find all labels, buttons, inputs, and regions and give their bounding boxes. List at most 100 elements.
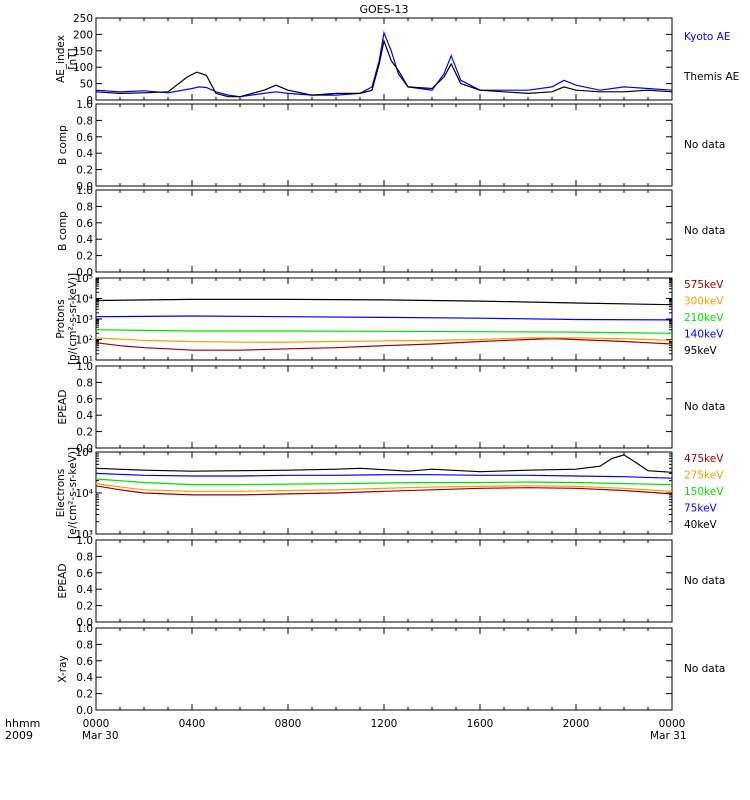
plot-title: GOES-13 xyxy=(359,3,408,16)
y-tick-label: 10² xyxy=(75,335,93,347)
series-line-475kev xyxy=(95,485,673,496)
y-tick-label: 10⁴ xyxy=(75,488,93,500)
panel-frame xyxy=(95,103,673,187)
panel-5: 0.0 0.2 0.4 0.6 0.8 1.0 EPEAD No data xyxy=(57,361,725,455)
panel-frame xyxy=(95,189,673,273)
panel-frame xyxy=(95,365,673,449)
start-date: Mar 30 xyxy=(82,730,119,742)
y-tick-label: 1.0 xyxy=(76,99,93,111)
legend-150kev: 150keV xyxy=(684,486,724,498)
y-tick-label: 0.6 xyxy=(76,132,93,144)
legend-themis-ae: Themis AE xyxy=(683,71,739,83)
series-line-140kev xyxy=(95,315,673,321)
y-axis-label: Protons[p/(cm²-s-sr-keV)] xyxy=(55,273,79,365)
y-tick-label: 0.6 xyxy=(76,218,93,230)
y-tick-label: 10³ xyxy=(75,314,93,326)
panel-8: 0.0 0.2 0.4 0.6 0.8 1.0 X-ray No data xyxy=(57,623,725,717)
y-tick-label: 0.0 xyxy=(76,267,93,279)
x-tick-label: 0800 xyxy=(275,718,302,730)
y-tick-label: 0.8 xyxy=(76,115,93,127)
y-tick-label: 0.4 xyxy=(76,234,93,246)
legend-40kev: 40keV xyxy=(684,519,718,531)
panel-3: 0.0 0.2 0.4 0.6 0.8 1.0 B comp No data xyxy=(57,185,725,279)
series-line-75kev xyxy=(95,472,673,479)
y-tick-label: 1.0 xyxy=(76,185,93,197)
panels: 0 50 100 150 200 250 AE_index[nT] Kyoto AE Themi… xyxy=(55,13,739,717)
y-axis-label: AE_index[nT] xyxy=(55,35,79,83)
hhmm-label: hhmm xyxy=(5,717,40,730)
y-tick-label: 0.6 xyxy=(76,568,93,580)
legend-475kev: 475keV xyxy=(684,453,724,465)
y-tick-label: 10⁵ xyxy=(75,447,93,459)
panel-frame xyxy=(95,627,673,711)
y-tick-label: 0.0 xyxy=(76,443,93,455)
y-tick-label: 0.2 xyxy=(76,427,93,439)
y-tick-label: 0 xyxy=(86,95,93,107)
legend-95kev: 95keV xyxy=(684,345,718,357)
panel-frame xyxy=(95,539,673,623)
y-tick-label: 150 xyxy=(73,46,93,58)
y-tick-label: 0.0 xyxy=(76,617,93,629)
panel-4: 10¹ 10² 10³ 10⁴ 10⁵Protons[p/(cm²-s-sr-keV)]… xyxy=(55,273,724,367)
panel-7: 0.0 0.2 0.4 0.6 0.8 1.0 EPEAD No data xyxy=(57,535,725,629)
series-line-150kev xyxy=(95,478,673,486)
y-tick-label: 0.4 xyxy=(76,148,93,160)
legend-kyoto-ae: Kyoto AE xyxy=(684,31,730,43)
no-data-note: No data xyxy=(684,139,725,151)
y-tick-label: 250 xyxy=(73,13,93,25)
panel-1: 0 50 100 150 200 250 AE_index[nT] Kyoto AE Themi… xyxy=(55,13,739,107)
y-tick-label: 0.0 xyxy=(76,705,93,717)
panel-2: 0.0 0.2 0.4 0.6 0.8 1.0 B comp No data xyxy=(57,99,725,193)
x-tick-label: 1200 xyxy=(371,718,398,730)
series-line-275kev xyxy=(95,483,673,492)
y-tick-label: 0.8 xyxy=(76,639,93,651)
x-tick-label: 2000 xyxy=(563,718,590,730)
y-tick-label: 0.6 xyxy=(76,656,93,668)
legend-275kev: 275keV xyxy=(684,470,724,482)
legend-575kev: 575keV xyxy=(684,279,724,291)
y-axis-label: EPEAD xyxy=(57,564,69,599)
y-tick-label: 1.0 xyxy=(76,535,93,547)
no-data-note: No data xyxy=(684,663,725,675)
y-axis-label: B comp xyxy=(57,125,69,165)
y-tick-label: 0.6 xyxy=(76,394,93,406)
series-line-300kev xyxy=(95,337,673,343)
y-axis-label: Electrons[e/(cm²-s-sr-keV)] xyxy=(55,447,79,539)
y-tick-label: 0.2 xyxy=(76,165,93,177)
end-date: Mar 31 xyxy=(650,730,687,742)
x-tick-label: 0000 xyxy=(83,718,110,730)
y-tick-label: 0.0 xyxy=(76,181,93,193)
y-tick-label: 0.4 xyxy=(76,672,93,684)
series-line-575kev xyxy=(95,338,673,351)
x-tick-label: 0000 xyxy=(659,718,686,730)
y-tick-label: 100 xyxy=(73,62,93,74)
legend-140kev: 140keV xyxy=(684,329,724,341)
y-tick-label: 0.2 xyxy=(76,251,93,263)
year-label: 2009 xyxy=(5,729,33,742)
series-line-95kev xyxy=(95,298,673,306)
y-tick-label: 0.8 xyxy=(76,551,93,563)
y-tick-label: 1.0 xyxy=(76,623,93,635)
y-tick-label: 10⁵ xyxy=(75,273,93,285)
panel-frame xyxy=(95,451,673,535)
y-tick-label: 0.4 xyxy=(76,410,93,422)
y-axis-label: B comp xyxy=(57,211,69,251)
y-tick-label: 10⁴ xyxy=(75,294,93,306)
x-tick-label: 1600 xyxy=(467,718,494,730)
legend-75kev: 75keV xyxy=(684,503,718,515)
no-data-note: No data xyxy=(684,225,725,237)
legend-210kev: 210keV xyxy=(684,312,724,324)
series-line-kyoto-ae xyxy=(95,30,673,98)
series-line-40kev xyxy=(95,454,673,473)
y-tick-label: 10³ xyxy=(75,529,93,541)
legend-300kev: 300keV xyxy=(684,296,724,308)
y-tick-label: 0.4 xyxy=(76,584,93,596)
y-axis-label: X-ray xyxy=(57,655,69,682)
y-tick-label: 0.2 xyxy=(76,601,93,613)
series-line-210kev xyxy=(95,329,673,334)
y-tick-label: 10¹ xyxy=(75,355,93,367)
no-data-note: No data xyxy=(684,401,725,413)
